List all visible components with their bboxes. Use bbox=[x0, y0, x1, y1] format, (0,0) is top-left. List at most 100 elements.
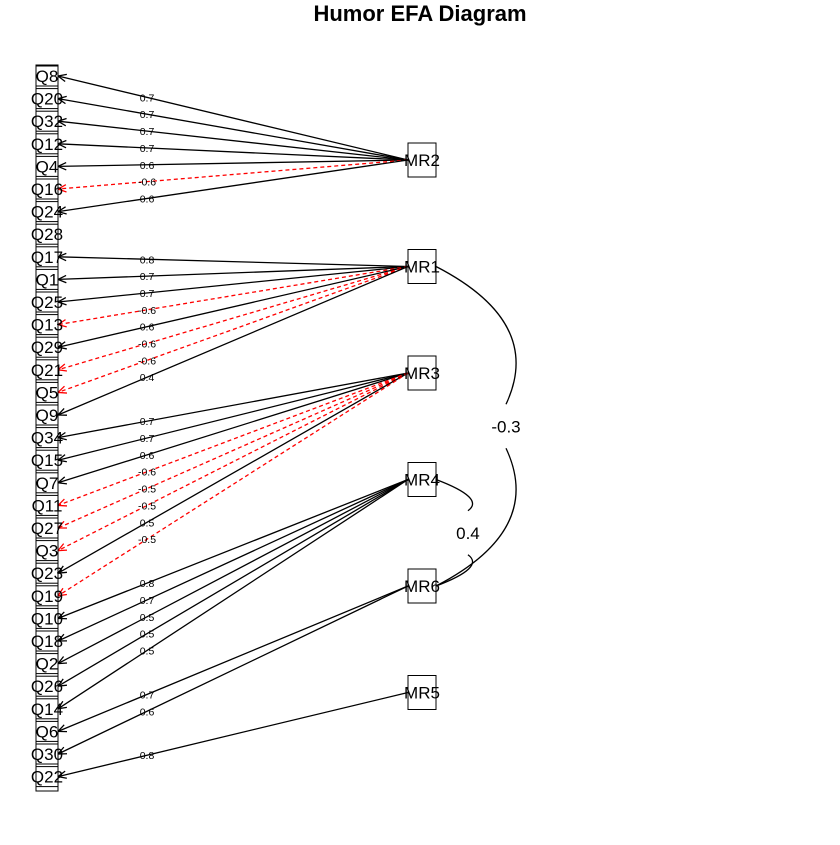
item-label: Q34 bbox=[31, 429, 63, 448]
item-label: Q17 bbox=[31, 248, 63, 267]
item-box bbox=[35, 359, 59, 381]
item-node: Q29 bbox=[31, 336, 63, 358]
loading-edge bbox=[57, 265, 409, 303]
loading-label: 0.5 bbox=[140, 645, 155, 657]
loading-labels: 0.7 0.7 0.7 0.7 0.6 -0.6 0.6 0.8 0.7 0.7 -0.6 0.6 -0… bbox=[138, 92, 156, 762]
item-node: Q2 bbox=[35, 653, 59, 675]
correlation-arc bbox=[435, 554, 474, 587]
correlation-label: -0.3 bbox=[491, 417, 520, 436]
factor-box bbox=[407, 675, 437, 710]
item-node: Q16 bbox=[31, 178, 63, 200]
loading-edge bbox=[57, 265, 409, 394]
factor-label: MR2 bbox=[404, 151, 440, 170]
item-label: Q9 bbox=[36, 406, 59, 425]
item-node: Q12 bbox=[31, 133, 63, 155]
loading-label: 0.7 bbox=[140, 416, 155, 428]
item-label: Q18 bbox=[31, 632, 63, 651]
item-box bbox=[35, 472, 59, 494]
item-node: Q23 bbox=[31, 562, 63, 584]
loading-edge bbox=[57, 97, 409, 161]
factor-box bbox=[407, 249, 437, 284]
correlation-arc bbox=[435, 447, 517, 587]
loading-label: 0.8 bbox=[140, 750, 155, 762]
correlation-arc bbox=[435, 478, 474, 512]
item-label: Q24 bbox=[31, 203, 63, 222]
item-box bbox=[35, 720, 59, 742]
loading-edge bbox=[57, 159, 409, 168]
item-label: Q1 bbox=[36, 270, 59, 289]
loading-label: -0.6 bbox=[138, 305, 156, 317]
item-node: Q27 bbox=[31, 517, 63, 539]
loading-label: 0.7 bbox=[140, 595, 155, 607]
item-label: Q2 bbox=[36, 655, 59, 674]
item-label: Q5 bbox=[36, 383, 59, 402]
item-label: Q14 bbox=[31, 700, 63, 719]
loading-label: -0.6 bbox=[138, 355, 156, 367]
item-box bbox=[35, 517, 59, 539]
factor-label: MR4 bbox=[404, 471, 440, 490]
factor-box bbox=[407, 142, 437, 178]
item-label: Q23 bbox=[31, 564, 63, 583]
item-box bbox=[35, 675, 59, 697]
loading-label: -0.5 bbox=[138, 484, 156, 496]
loading-edge bbox=[57, 372, 409, 597]
item-label: Q32 bbox=[31, 112, 63, 131]
loading-edge bbox=[57, 159, 409, 190]
item-node: Q11 bbox=[32, 494, 62, 516]
loading-label: 0.7 bbox=[140, 433, 155, 445]
loading-label: 0.6 bbox=[140, 706, 155, 718]
item-node: Q4 bbox=[35, 155, 59, 177]
loading-label: 0.7 bbox=[140, 143, 155, 155]
item-box bbox=[35, 110, 59, 132]
item-box bbox=[35, 155, 59, 177]
loading-edge bbox=[57, 265, 409, 371]
item-label: Q8 bbox=[36, 67, 59, 86]
item-node: Q30 bbox=[31, 743, 63, 765]
loading-edge bbox=[57, 372, 409, 507]
item-label: Q20 bbox=[31, 90, 63, 109]
item-box bbox=[35, 88, 59, 110]
loading-edge bbox=[57, 585, 409, 755]
factor-node: MR4 bbox=[404, 462, 440, 497]
item-box bbox=[35, 427, 59, 449]
item-node: Q14 bbox=[31, 698, 63, 720]
loading-edge bbox=[57, 372, 409, 574]
loading-label: 0.7 bbox=[140, 271, 155, 283]
item-box bbox=[35, 540, 59, 562]
item-label: Q22 bbox=[31, 768, 63, 787]
item-label: Q15 bbox=[31, 451, 63, 470]
item-node: Q18 bbox=[31, 630, 63, 652]
loading-edge bbox=[57, 372, 409, 484]
item-node: Q13 bbox=[31, 314, 63, 336]
factor-nodes: MR2 MR1 MR3 MR4 MR6 MR5 bbox=[404, 142, 440, 710]
item-box bbox=[35, 698, 59, 720]
item-node: Q26 bbox=[31, 675, 63, 697]
item-node: Q25 bbox=[31, 291, 63, 313]
item-node: Q32 bbox=[31, 110, 63, 132]
item-label: Q27 bbox=[31, 519, 63, 538]
factor-node: MR6 bbox=[404, 568, 440, 604]
loading-edge bbox=[57, 478, 409, 620]
item-box bbox=[35, 201, 59, 223]
loading-edge bbox=[57, 143, 409, 161]
loading-edge bbox=[57, 372, 409, 552]
factor-correlations: -0.3 0.4 bbox=[435, 265, 521, 587]
item-box bbox=[35, 607, 59, 629]
item-label: Q12 bbox=[31, 135, 63, 154]
loading-label: -0.6 bbox=[138, 467, 156, 479]
factor-label: MR6 bbox=[404, 577, 440, 596]
loading-label: 0.7 bbox=[140, 689, 155, 701]
item-node: Q20 bbox=[31, 88, 63, 110]
factor-node: MR2 bbox=[404, 142, 440, 178]
factor-node: MR5 bbox=[404, 675, 440, 710]
loading-edge bbox=[57, 691, 409, 778]
item-node: Q17 bbox=[31, 246, 63, 268]
item-label: Q19 bbox=[31, 587, 63, 606]
loading-edge bbox=[57, 75, 409, 161]
item-label: Q13 bbox=[31, 316, 63, 335]
item-label: Q6 bbox=[36, 722, 59, 741]
item-node: Q24 bbox=[31, 201, 63, 223]
factor-node: MR1 bbox=[404, 249, 440, 284]
